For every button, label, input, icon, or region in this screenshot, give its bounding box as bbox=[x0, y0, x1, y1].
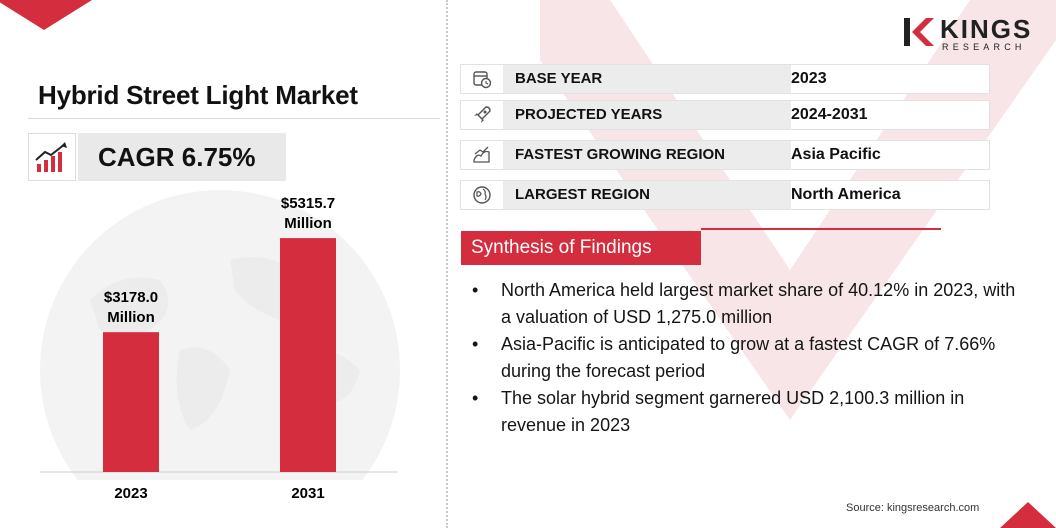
x-tick-label: 2023 bbox=[114, 485, 147, 502]
globe-icon bbox=[461, 181, 503, 209]
bar-2023 bbox=[103, 332, 159, 472]
market-size-bar-chart: $3178.0 Million 2023 $5315.7 Million 2031 bbox=[40, 195, 398, 502]
info-value: North America bbox=[791, 186, 901, 203]
finding-item: The solar hybrid segment garnered USD 2,… bbox=[470, 385, 1030, 439]
title-underline bbox=[28, 118, 440, 119]
calendar-clock-icon bbox=[461, 65, 503, 93]
page-title: Hybrid Street Light Market bbox=[38, 80, 358, 110]
panel-divider bbox=[446, 0, 448, 528]
info-key: PROJECTED YEARS bbox=[503, 101, 791, 129]
data-label-unit: Million bbox=[107, 309, 155, 326]
synthesis-rule bbox=[701, 228, 941, 230]
findings-list: North America held largest market share … bbox=[470, 277, 1030, 439]
bar-2031 bbox=[280, 238, 336, 472]
finding-item: North America held largest market share … bbox=[470, 277, 1030, 331]
cagr-value: CAGR 6.75% bbox=[78, 133, 286, 181]
cagr-icon-box bbox=[28, 133, 76, 181]
growth-map-icon bbox=[461, 141, 503, 169]
corner-decoration-bottom-right bbox=[1000, 502, 1056, 528]
info-value: 2024-2031 bbox=[791, 106, 868, 123]
corner-decoration-top-left bbox=[0, 0, 92, 30]
data-label-unit: Million bbox=[284, 215, 332, 232]
info-row: LARGEST REGION North America bbox=[460, 180, 990, 210]
data-label-value: $3178.0 bbox=[104, 289, 158, 306]
info-row: FASTEST GROWING REGION Asia Pacific bbox=[460, 140, 990, 170]
info-row: BASE YEAR 2023 bbox=[460, 64, 990, 94]
info-key: FASTEST GROWING REGION bbox=[503, 141, 791, 169]
finding-item: Asia-Pacific is anticipated to grow at a… bbox=[470, 331, 1030, 385]
info-row: PROJECTED YEARS 2024-2031 bbox=[460, 100, 990, 130]
logo-mark-icon bbox=[904, 18, 934, 46]
info-key: BASE YEAR bbox=[503, 65, 791, 93]
info-key: LARGEST REGION bbox=[503, 181, 791, 209]
kings-research-logo: KINGS RESEARCH bbox=[902, 14, 1032, 54]
rocket-icon bbox=[461, 101, 503, 129]
logo-subtitle: RESEARCH bbox=[942, 42, 1026, 52]
data-label-value: $5315.7 bbox=[281, 195, 335, 212]
growth-chart-icon bbox=[35, 142, 67, 172]
source-note: Source: kingsresearch.com bbox=[846, 502, 980, 514]
logo-wordmark: KINGS bbox=[940, 14, 1033, 44]
synthesis-heading: Synthesis of Findings bbox=[461, 231, 701, 265]
info-value: Asia Pacific bbox=[791, 146, 881, 163]
info-value: 2023 bbox=[791, 70, 827, 87]
x-tick-label: 2031 bbox=[291, 485, 324, 502]
